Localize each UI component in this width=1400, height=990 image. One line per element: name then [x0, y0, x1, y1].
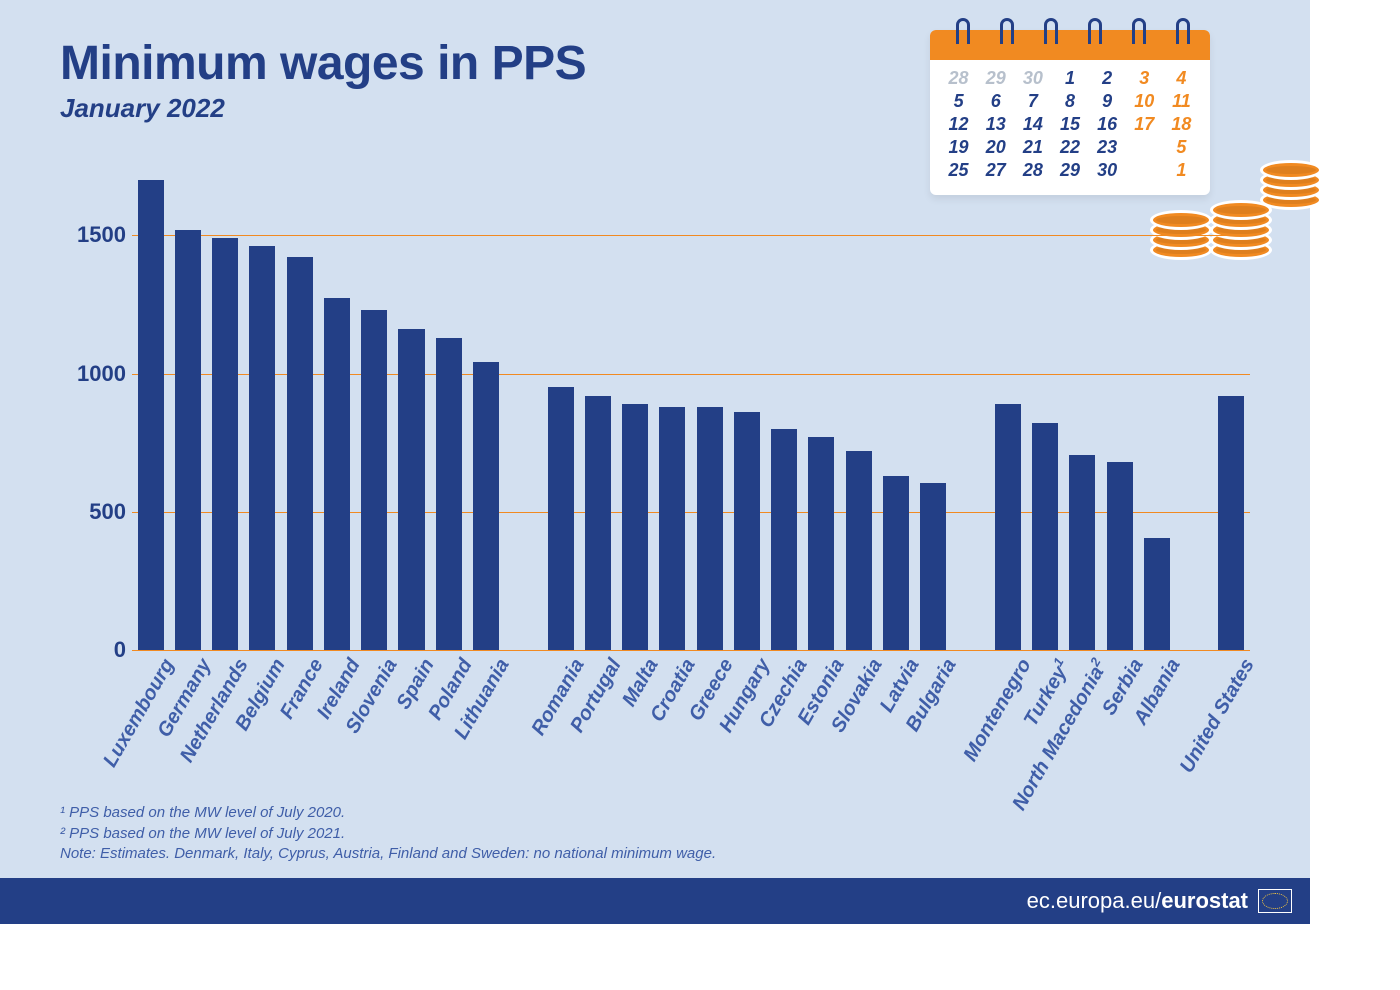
bar-slot: Netherlands	[207, 238, 244, 650]
bar	[548, 387, 574, 650]
bar	[883, 476, 909, 650]
bar-slot: Greece	[691, 407, 728, 650]
bar-chart: 0 500 1000 1500 LuxembourgGermanyNetherland…	[60, 180, 1250, 820]
bar	[585, 396, 611, 650]
y-tick-label: 0	[60, 637, 126, 663]
bar-slot: Slovenia	[356, 310, 393, 650]
grid-line	[132, 650, 1250, 651]
bar	[1107, 462, 1133, 650]
calendar-icon: 2829301234567891011121314151617181920212…	[930, 30, 1210, 195]
bar-slot: Ireland	[318, 298, 355, 651]
bar	[212, 238, 238, 650]
footer-bar: ec.europa.eu/eurostat	[0, 878, 1310, 924]
bar	[361, 310, 387, 650]
y-tick-label: 1500	[60, 222, 126, 248]
bar-slot: Croatia	[654, 407, 691, 650]
bar-slot: Poland	[430, 338, 467, 650]
x-tick-label: United States	[1171, 652, 1260, 777]
bar-slot: Albania	[1138, 538, 1175, 650]
bar-slot: Portugal	[579, 396, 616, 650]
bar	[659, 407, 685, 650]
bar-slot: France	[281, 257, 318, 650]
bar	[697, 407, 723, 650]
bar	[995, 404, 1021, 650]
y-tick-label: 1000	[60, 361, 126, 387]
bar	[324, 298, 350, 651]
y-tick-label: 500	[60, 499, 126, 525]
bar-slot: Luxembourg	[132, 180, 169, 650]
bar	[920, 483, 946, 650]
bar-slot: Romania	[542, 387, 579, 650]
bar	[846, 451, 872, 650]
infographic-frame: Minimum wages in PPS January 2022 282930…	[0, 0, 1310, 924]
bar	[175, 230, 201, 650]
bar	[1218, 396, 1244, 650]
eu-flag-icon	[1258, 889, 1292, 913]
bar	[808, 437, 834, 650]
bar-slot: Slovakia	[840, 451, 877, 650]
bar	[1069, 455, 1095, 650]
footnotes: ¹ PPS based on the MW level of July 2020…	[60, 803, 716, 864]
bar	[622, 404, 648, 650]
footnote-2: ² PPS based on the MW level of July 2021…	[60, 824, 716, 844]
bar	[473, 362, 499, 650]
bar	[138, 180, 164, 650]
bar-slot: Lithuania	[467, 362, 504, 650]
footnote-note: Note: Estimates. Denmark, Italy, Cyprus,…	[60, 844, 716, 864]
bar-slot: United States	[1213, 396, 1250, 650]
bar-slot: Montenegro	[989, 404, 1026, 650]
bar-slot: Czechia	[766, 429, 803, 650]
bar-slot: Estonia	[803, 437, 840, 650]
bar	[287, 257, 313, 650]
bar-slot: Belgium	[244, 246, 281, 650]
bar	[1032, 423, 1058, 650]
bar-slot: Germany	[169, 230, 206, 650]
bar-slot: Turkey1	[1026, 423, 1063, 650]
bar	[771, 429, 797, 650]
bar-slot: Serbia	[1101, 462, 1138, 650]
bar-slot: Latvia	[877, 476, 914, 650]
bar-slot: Spain	[393, 329, 430, 650]
bar-slot: North Macedonia2	[1064, 455, 1101, 650]
footer-url-brand: eurostat	[1161, 888, 1248, 914]
bar	[1144, 538, 1170, 650]
bar	[249, 246, 275, 650]
bar-slot: Malta	[616, 404, 653, 650]
footer-url-domain: ec.europa.eu/	[1027, 888, 1162, 914]
bar-slot: Hungary	[728, 412, 765, 650]
bar	[398, 329, 424, 650]
bar-slot: Bulgaria	[915, 483, 952, 650]
footnote-1: ¹ PPS based on the MW level of July 2020…	[60, 803, 716, 823]
bar	[436, 338, 462, 650]
bar	[734, 412, 760, 650]
